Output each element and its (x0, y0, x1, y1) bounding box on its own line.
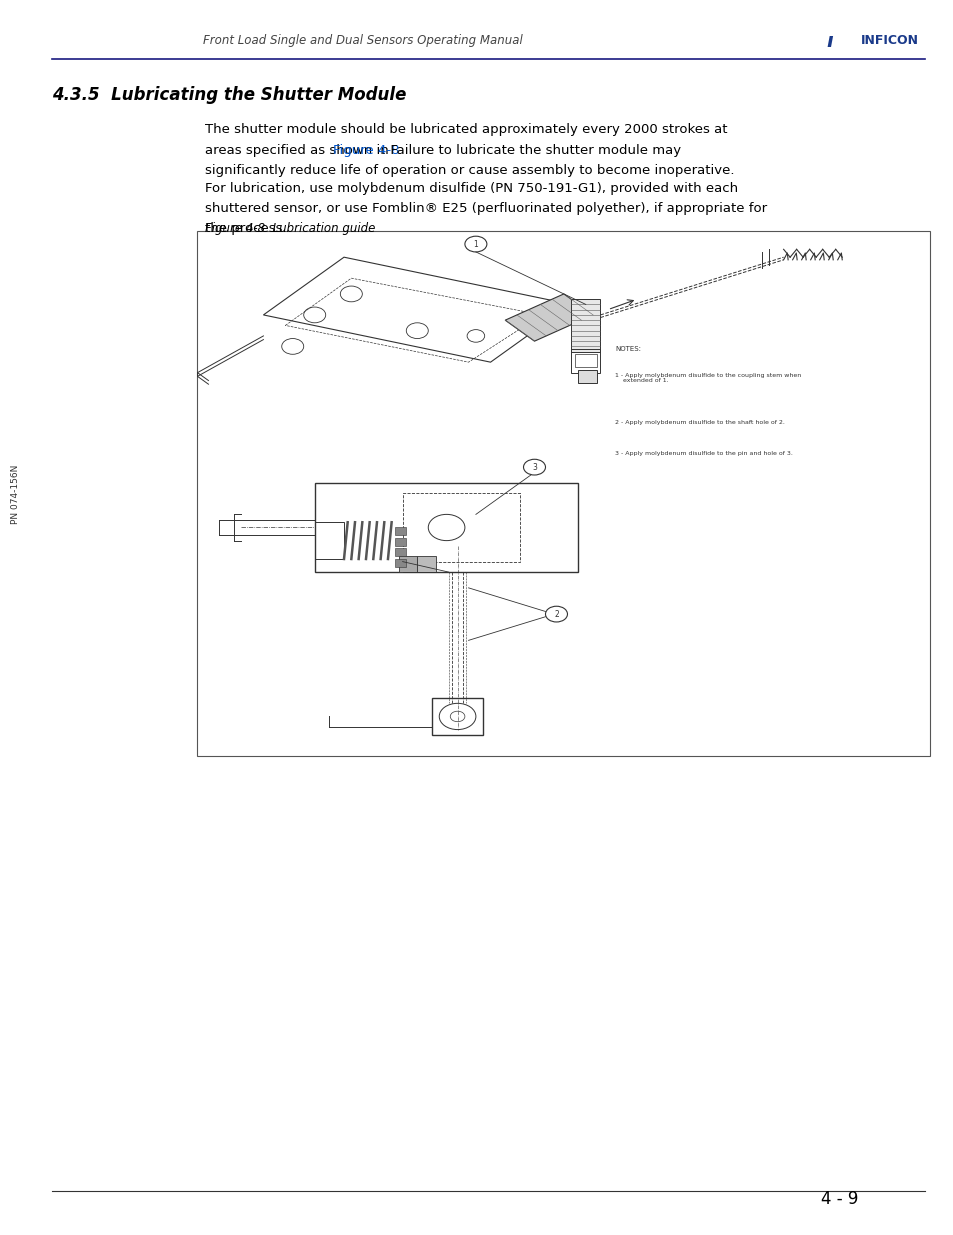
Text: INFICON: INFICON (860, 33, 918, 47)
Text: ı: ı (826, 32, 832, 51)
Bar (395, 559, 406, 567)
Polygon shape (505, 294, 593, 341)
Text: The shutter module should be lubricated approximately every 2000 strokes at: The shutter module should be lubricated … (205, 124, 727, 137)
Text: 1: 1 (473, 240, 477, 248)
Bar (432, 698, 483, 735)
Text: 4.3.5  Lubricating the Shutter Module: 4.3.5 Lubricating the Shutter Module (52, 86, 406, 105)
Text: significantly reduce life of operation or cause assembly to become inoperative.: significantly reduce life of operation o… (205, 164, 734, 178)
Text: For lubrication, use molybdenum disulfide (PN 750-191-G1), provided with each: For lubrication, use molybdenum disulfid… (205, 182, 738, 195)
Bar (197, 231, 929, 756)
Bar (395, 538, 406, 546)
Bar (578, 370, 597, 383)
Text: 2: 2 (554, 610, 558, 619)
Bar (398, 556, 416, 572)
Text: PN 074-156N: PN 074-156N (10, 464, 20, 524)
Text: 3: 3 (532, 463, 537, 472)
Text: Figure 4-8: Figure 4-8 (333, 143, 399, 157)
Text: . Failure to lubricate the shutter module may: . Failure to lubricate the shutter modul… (381, 143, 680, 157)
Bar (314, 483, 578, 572)
Text: NOTES:: NOTES: (615, 347, 640, 352)
Text: 4 - 9: 4 - 9 (820, 1189, 858, 1208)
Bar (571, 350, 599, 373)
Bar (575, 354, 597, 368)
Bar (571, 299, 599, 352)
Text: 3 - Apply molybdenum disulfide to the pin and hole of 3.: 3 - Apply molybdenum disulfide to the pi… (615, 451, 792, 457)
Text: Figure 4-8  Lubrication guide: Figure 4-8 Lubrication guide (205, 222, 375, 236)
Bar (314, 522, 344, 559)
Text: shuttered sensor, or use Fomblin® E25 (perfluorinated polyether), if appropriate: shuttered sensor, or use Fomblin® E25 (p… (205, 201, 766, 215)
Text: Front Load Single and Dual Sensors Operating Manual: Front Load Single and Dual Sensors Opera… (202, 33, 522, 47)
Text: 1 - Apply molybdenum disulfide to the coupling stem when
    extended of 1.: 1 - Apply molybdenum disulfide to the co… (615, 373, 801, 383)
Text: the process.: the process. (205, 222, 287, 236)
Text: areas specified as shown in: areas specified as shown in (205, 143, 393, 157)
Bar (395, 548, 406, 556)
Bar (402, 494, 519, 562)
Bar (416, 556, 436, 572)
Bar (395, 527, 406, 536)
Text: 2 - Apply molybdenum disulfide to the shaft hole of 2.: 2 - Apply molybdenum disulfide to the sh… (615, 420, 784, 425)
